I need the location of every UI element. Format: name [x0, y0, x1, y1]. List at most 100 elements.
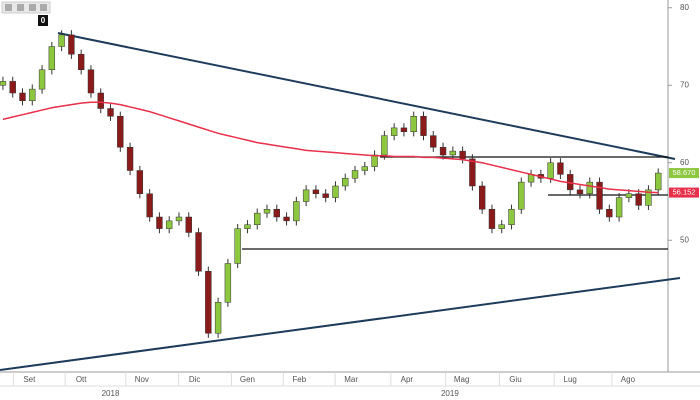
- x-tick-label: Mag: [454, 375, 470, 384]
- candle-body: [205, 271, 212, 334]
- year-label: 2019: [441, 389, 459, 398]
- toolbar-bg: [1, 1, 51, 14]
- candle-body: [449, 150, 457, 156]
- candle-body: [606, 209, 613, 218]
- y-tick-label: 80: [680, 3, 689, 12]
- candle-body: [224, 263, 232, 303]
- x-tick-label: Ago: [621, 375, 636, 384]
- candle-body: [68, 34, 75, 55]
- toolbar: 0: [1, 1, 51, 26]
- candle-body: [97, 92, 104, 109]
- candle-body: [185, 216, 192, 233]
- y-tick-label: 60: [680, 158, 689, 167]
- x-tick-label: Giu: [509, 375, 521, 384]
- candle-body: [518, 181, 525, 210]
- trend-line: [0, 277, 681, 371]
- trend-line: [57, 32, 676, 160]
- candle-body: [175, 216, 183, 222]
- year-label: 2018: [102, 389, 120, 398]
- candle-body: [166, 220, 173, 229]
- candle-body: [58, 34, 65, 47]
- candle-body: [263, 209, 271, 214]
- candle-body: [635, 193, 642, 206]
- candle-body: [586, 181, 593, 194]
- candle-body: [126, 147, 134, 171]
- candle-body: [332, 185, 339, 198]
- x-tick-label: Set: [23, 375, 36, 384]
- candle-body: [19, 92, 26, 101]
- candle-body: [283, 216, 290, 222]
- candle-body: [488, 209, 496, 229]
- candle-body: [400, 127, 408, 132]
- tool-icon[interactable]: [40, 4, 47, 11]
- candle-body: [146, 193, 153, 218]
- candle-body: [547, 162, 554, 179]
- y-tick-label: 50: [680, 235, 689, 244]
- candle-body: [48, 46, 56, 70]
- candle-body: [117, 116, 124, 148]
- candle-body: [0, 81, 7, 86]
- candle-body: [9, 81, 16, 94]
- candle-body: [214, 302, 222, 334]
- candle-body: [655, 172, 662, 191]
- y-tick-label: 70: [680, 80, 689, 89]
- x-tick-label: Apr: [401, 375, 414, 384]
- candle-body: [254, 212, 261, 225]
- candle-body: [645, 189, 652, 206]
- x-tick-label: Dic: [189, 375, 201, 384]
- moving-average: [2, 101, 659, 194]
- candle-body: [322, 193, 329, 198]
- candle-body: [498, 224, 505, 229]
- tool-icon[interactable]: [29, 4, 36, 11]
- tool-icon[interactable]: [5, 4, 12, 11]
- badge: 0: [41, 16, 46, 25]
- candle-body: [557, 162, 564, 175]
- candle-body: [351, 170, 359, 179]
- x-tick-label: Gen: [240, 375, 255, 384]
- candle-body: [302, 189, 310, 202]
- price-label-bg: [669, 187, 699, 198]
- candle-body: [87, 69, 95, 94]
- candle-body: [293, 201, 300, 222]
- candle-body: [596, 181, 603, 210]
- candle-body: [312, 189, 320, 194]
- candle-body: [459, 150, 466, 160]
- candle-body: [410, 116, 417, 132]
- candle-body: [576, 189, 584, 194]
- candle-body: [508, 209, 515, 225]
- candle-body: [625, 193, 633, 198]
- x-tick-label: Ott: [76, 375, 87, 384]
- candle-body: [38, 69, 46, 90]
- tool-icon[interactable]: [17, 4, 24, 11]
- candle-body: [478, 185, 486, 210]
- candle-body: [381, 135, 388, 156]
- price-label: 56.152: [673, 188, 696, 197]
- candle-body: [390, 127, 398, 136]
- candle-body: [420, 116, 427, 136]
- candle-body: [615, 197, 623, 218]
- candle-body: [244, 224, 251, 229]
- candle-body: [273, 209, 280, 218]
- candle-body: [77, 54, 85, 70]
- x-tick-label: Nov: [135, 375, 149, 384]
- candle-body: [439, 147, 447, 156]
- candle-body: [371, 154, 378, 167]
- candle-body: [469, 158, 476, 187]
- badge-bg: [38, 15, 48, 26]
- candle-body: [107, 108, 114, 117]
- candle-body: [136, 170, 144, 194]
- price-label: 58.670: [673, 168, 696, 177]
- x-tick-label: Feb: [292, 375, 306, 384]
- price-label-bg: [669, 168, 699, 179]
- candle-body: [195, 232, 202, 272]
- candle-body: [234, 228, 241, 264]
- candle-body: [156, 216, 163, 229]
- x-tick-label: Mar: [344, 375, 358, 384]
- candle-body: [430, 135, 437, 148]
- x-tick-label: Lug: [564, 375, 577, 384]
- candle-body: [29, 88, 36, 101]
- candle-body: [361, 166, 368, 171]
